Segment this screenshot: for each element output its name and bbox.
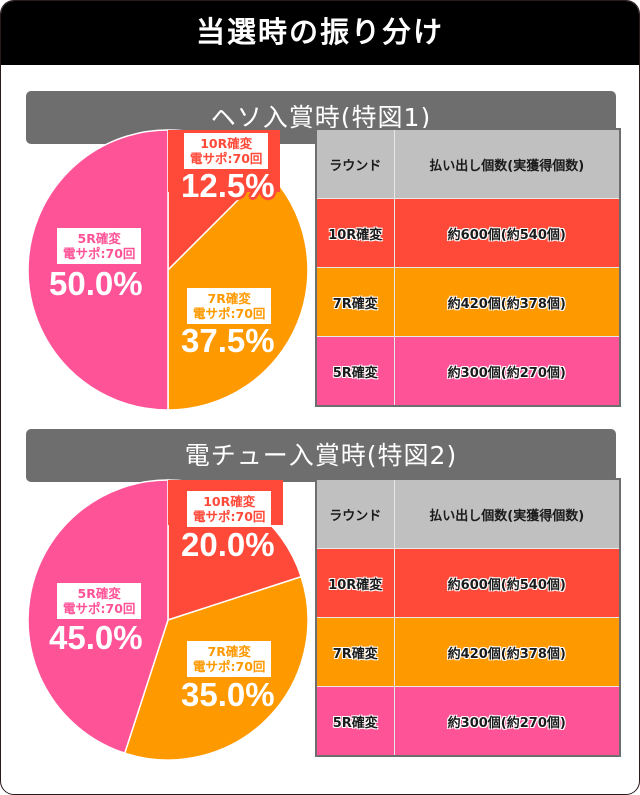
header-payout: 払い出し個数(実獲得個数) (393, 478, 621, 549)
slice-label-line1: 5R確変 (77, 586, 121, 601)
slice-label-7r: 7R確変 電サポ:70回 (187, 288, 272, 324)
slice-pct-7r: 35.0% (181, 676, 275, 713)
slice-label-line2: 電サポ:70回 (63, 246, 136, 261)
pie-slice-5r (27, 129, 169, 411)
slice-label-line1: 5R確変 (77, 231, 121, 246)
slice-label-5r: 5R確変 電サポ:70回 (57, 583, 142, 619)
slice-label-line1: 10R確変 (200, 136, 253, 151)
table-row: 10R確変 約600個(約540個) (315, 198, 621, 268)
cell-payout: 約300個(約270個) (393, 336, 621, 407)
table-row: 5R確変 約300個(約270個) (315, 686, 621, 757)
payout-table-heso: ラウンド 払い出し個数(実獲得個数) 10R確変 約600個(約540個) 7R… (315, 128, 621, 407)
slice-pct-10r: 12.5% (181, 167, 275, 204)
table-header-row: ラウンド 払い出し個数(実獲得個数) (315, 128, 621, 199)
section-title-denchu: 電チュー入賞時(特図2) (26, 429, 616, 482)
cell-round: 5R確変 (315, 686, 395, 757)
slice-label-line1: 7R確変 (207, 644, 251, 659)
page-title: 当選時の振り分け (1, 1, 639, 65)
cell-round: 7R確変 (315, 617, 395, 687)
slice-label-line1: 10R確変 (203, 494, 256, 509)
table-row: 7R確変 約420個(約378個) (315, 267, 621, 337)
table-row: 7R確変 約420個(約378個) (315, 617, 621, 687)
slice-label-line2: 電サポ:70回 (193, 659, 266, 674)
cell-round: 7R確変 (315, 267, 395, 337)
payout-table-denchu: ラウンド 払い出し個数(実獲得個数) 10R確変 約600個(約540個) 7R… (315, 478, 621, 757)
cell-payout: 約420個(約378個) (393, 267, 621, 337)
slice-pct-7r: 37.5% (181, 322, 275, 359)
slice-label-line2: 電サポ:70回 (63, 601, 136, 616)
slice-label-line2: 電サポ:70回 (193, 509, 266, 524)
header-payout: 払い出し個数(実獲得個数) (393, 128, 621, 199)
cell-round: 10R確変 (315, 548, 395, 618)
slice-pct-5r: 45.0% (49, 619, 143, 656)
slice-label-5r: 5R確変 電サポ:70回 (57, 228, 142, 264)
header-round: ラウンド (315, 128, 395, 199)
table-row: 10R確変 約600個(約540個) (315, 548, 621, 618)
slice-label-10r: 10R確変 電サポ:70回 (184, 133, 269, 169)
table-row: 5R確変 約300個(約270個) (315, 336, 621, 407)
table-header-row: ラウンド 払い出し個数(実獲得個数) (315, 478, 621, 549)
cell-round: 10R確変 (315, 198, 395, 268)
slice-label-10r: 10R確変 電サポ:70回 (187, 491, 272, 527)
slice-pct-10r: 20.0% (181, 526, 275, 563)
slice-label-line1: 7R確変 (207, 291, 251, 306)
slice-pct-5r: 50.0% (49, 265, 143, 302)
cell-payout: 約420個(約378個) (393, 617, 621, 687)
cell-payout: 約300個(約270個) (393, 686, 621, 757)
cell-payout: 約600個(約540個) (393, 198, 621, 268)
slice-label-line2: 電サポ:70回 (193, 306, 266, 321)
header-round: ラウンド (315, 478, 395, 549)
cell-round: 5R確変 (315, 336, 395, 407)
slice-label-line2: 電サポ:70回 (190, 151, 263, 166)
slice-label-7r: 7R確変 電サポ:70回 (187, 641, 272, 677)
cell-payout: 約600個(約540個) (393, 548, 621, 618)
